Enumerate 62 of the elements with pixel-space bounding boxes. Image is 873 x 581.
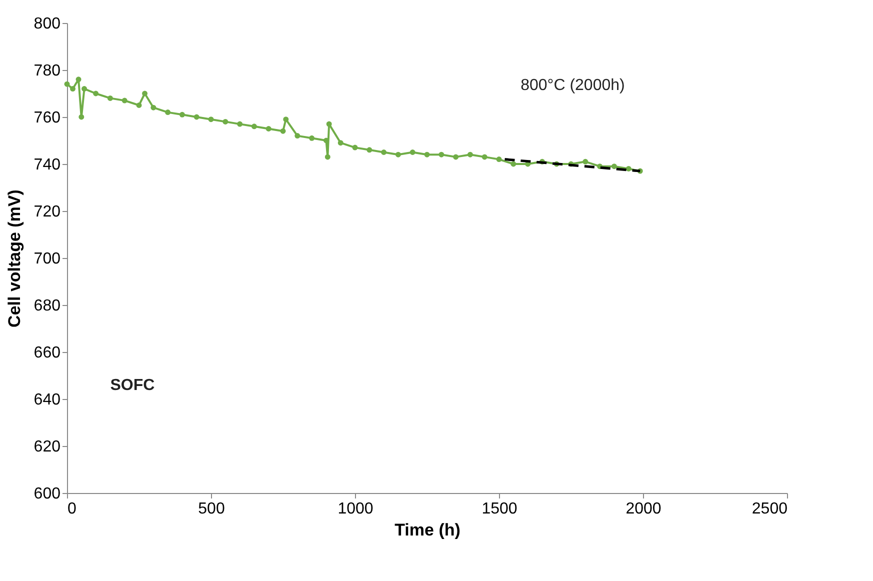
point xyxy=(78,114,84,120)
annotation: 800°C (2000h) xyxy=(520,76,625,94)
y-tick-label: 760 xyxy=(34,110,61,126)
point xyxy=(82,86,88,92)
point xyxy=(438,152,444,158)
x-tick-label: 1000 xyxy=(338,500,374,518)
point xyxy=(283,116,289,122)
y-tick-label: 740 xyxy=(34,156,61,174)
x-tick-label: 2500 xyxy=(752,500,788,518)
point xyxy=(122,98,128,104)
point xyxy=(165,110,171,116)
point xyxy=(395,152,401,158)
y-tick-label: 600 xyxy=(34,486,61,502)
annotation: SOFC xyxy=(110,376,156,394)
point xyxy=(64,81,70,87)
point xyxy=(93,90,99,96)
point xyxy=(324,154,330,160)
y-tick-label: 780 xyxy=(34,62,61,80)
y-tick-label: 640 xyxy=(34,392,61,408)
point xyxy=(280,128,286,134)
point xyxy=(467,152,473,158)
point xyxy=(453,154,459,160)
y-tick-label: 700 xyxy=(34,250,61,268)
point xyxy=(496,156,502,162)
point xyxy=(179,112,185,118)
point xyxy=(251,124,257,130)
point xyxy=(76,76,82,82)
point xyxy=(381,150,387,155)
point xyxy=(482,154,488,160)
point xyxy=(237,121,243,127)
point xyxy=(424,152,430,158)
point xyxy=(208,116,214,122)
point xyxy=(194,114,200,120)
point xyxy=(582,158,588,164)
x-tick-label: 2000 xyxy=(626,500,662,518)
x-axis-title: Time (h) xyxy=(394,520,460,540)
point xyxy=(626,166,632,172)
point xyxy=(136,102,142,108)
y-axis-title: Cell voltage (mV) xyxy=(4,190,24,328)
point xyxy=(150,104,156,110)
point xyxy=(107,95,113,101)
point xyxy=(326,121,332,127)
point xyxy=(338,140,344,146)
point xyxy=(611,164,617,170)
point xyxy=(266,126,272,132)
x-tick-label: 500 xyxy=(198,500,225,518)
y-tick-label: 680 xyxy=(34,298,61,314)
point xyxy=(70,86,76,92)
x-tick-label: 0 xyxy=(68,500,76,518)
point xyxy=(309,135,315,141)
point xyxy=(142,90,148,96)
y-tick-label: 800 xyxy=(34,16,61,32)
y-tick-label: 660 xyxy=(34,344,61,362)
point xyxy=(294,133,300,139)
point xyxy=(366,147,372,153)
point xyxy=(410,150,416,155)
point xyxy=(222,118,228,124)
y-tick-label: 720 xyxy=(34,204,61,220)
y-tick-label: 620 xyxy=(34,438,61,456)
x-tick-label: 1500 xyxy=(482,500,518,518)
point xyxy=(510,161,516,167)
point xyxy=(352,144,358,150)
